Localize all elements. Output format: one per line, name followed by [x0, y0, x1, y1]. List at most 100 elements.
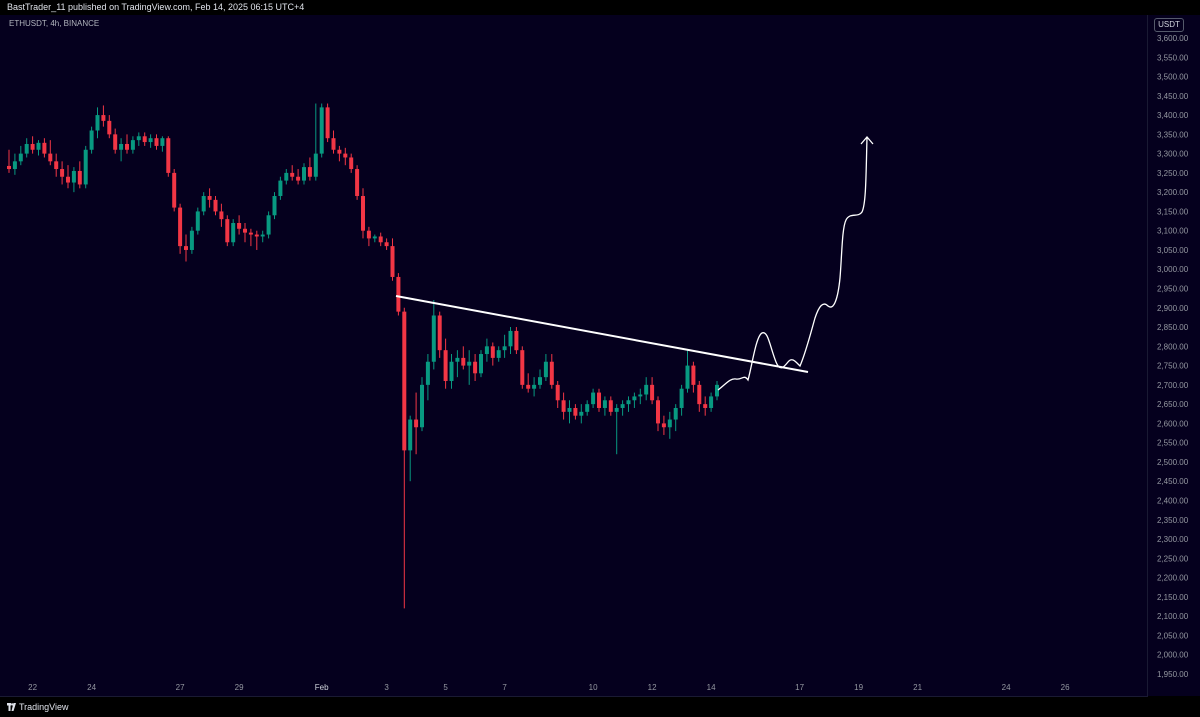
candle-up[interactable] — [71, 170, 76, 183]
candle-up[interactable] — [567, 407, 572, 412]
candle-up[interactable] — [431, 315, 436, 362]
candle-down[interactable] — [248, 232, 253, 235]
candle-down[interactable] — [443, 350, 448, 382]
chart-area[interactable] — [0, 15, 1200, 696]
candle-down[interactable] — [154, 138, 159, 146]
candle-up[interactable] — [189, 230, 194, 250]
candle-down[interactable] — [225, 219, 230, 243]
candle-down[interactable] — [66, 176, 70, 183]
candle-down[interactable] — [384, 242, 389, 247]
candle-up[interactable] — [538, 377, 542, 385]
candle-down[interactable] — [349, 157, 354, 170]
candle-down[interactable] — [54, 161, 59, 170]
candle-up[interactable] — [425, 361, 430, 385]
candle-down[interactable] — [490, 346, 495, 358]
candle-down[interactable] — [296, 176, 301, 181]
candle-up[interactable] — [95, 115, 100, 131]
candle-up[interactable] — [644, 384, 649, 395]
candle-down[interactable] — [60, 169, 65, 177]
candle-up[interactable] — [496, 350, 501, 358]
candle-down[interactable] — [461, 357, 466, 366]
candle-up[interactable] — [614, 407, 619, 412]
candle-up[interactable] — [24, 143, 29, 154]
candle-down[interactable] — [378, 236, 383, 243]
candle-up[interactable] — [36, 142, 41, 150]
candle-up[interactable] — [632, 396, 637, 401]
candle-down[interactable] — [337, 149, 342, 154]
candle-down[interactable] — [597, 392, 601, 408]
candle-down[interactable] — [549, 361, 554, 385]
candle-up[interactable] — [420, 384, 424, 428]
candle-down[interactable] — [142, 136, 147, 143]
candle-up[interactable] — [685, 365, 690, 389]
candle-up[interactable] — [231, 222, 236, 243]
candle-up[interactable] — [319, 107, 324, 154]
candle-up[interactable] — [502, 346, 507, 351]
candle-up[interactable] — [272, 196, 277, 216]
candle-down[interactable] — [7, 165, 11, 170]
candle-down[interactable] — [355, 169, 360, 197]
candle-down[interactable] — [101, 115, 106, 121]
candle-up[interactable] — [532, 384, 537, 389]
candle-up[interactable] — [484, 346, 489, 355]
candle-up[interactable] — [673, 407, 678, 420]
candle-up[interactable] — [278, 180, 283, 197]
candle-up[interactable] — [89, 130, 94, 150]
candle-down[interactable] — [697, 384, 702, 405]
candle-down[interactable] — [331, 138, 336, 150]
candle-up[interactable] — [266, 215, 271, 235]
candle-down[interactable] — [178, 207, 183, 247]
candle-down[interactable] — [650, 384, 655, 401]
candle-up[interactable] — [12, 161, 17, 170]
candle-down[interactable] — [691, 365, 696, 385]
candle-up[interactable] — [136, 136, 141, 141]
candle-down[interactable] — [307, 167, 312, 177]
candle-down[interactable] — [366, 230, 371, 239]
candle-up[interactable] — [479, 354, 483, 374]
candle-down[interactable] — [30, 143, 35, 150]
candle-up[interactable] — [667, 419, 672, 428]
candle-up[interactable] — [638, 394, 643, 397]
candle-down[interactable] — [526, 384, 531, 389]
candle-down[interactable] — [125, 143, 129, 150]
candle-down[interactable] — [213, 199, 218, 212]
candle-down[interactable] — [396, 276, 401, 312]
candle-up[interactable] — [543, 361, 548, 378]
candle-up[interactable] — [83, 149, 88, 185]
candle-up[interactable] — [467, 361, 472, 366]
candle-down[interactable] — [219, 211, 224, 220]
candle-down[interactable] — [237, 222, 242, 229]
candle-up[interactable] — [260, 234, 265, 237]
candle-up[interactable] — [591, 392, 596, 405]
candle-down[interactable] — [661, 423, 666, 428]
candle-up[interactable] — [119, 143, 124, 150]
candle-up[interactable] — [195, 211, 200, 231]
candle-up[interactable] — [160, 138, 165, 146]
candle-up[interactable] — [18, 153, 23, 162]
candle-down[interactable] — [207, 196, 212, 200]
candle-up[interactable] — [620, 404, 625, 408]
candle-down[interactable] — [402, 311, 407, 451]
candle-down[interactable] — [254, 234, 259, 237]
candle-up[interactable] — [408, 419, 413, 451]
candle-up[interactable] — [130, 140, 135, 150]
candle-down[interactable] — [390, 246, 395, 277]
candle-up[interactable] — [372, 236, 377, 239]
candle-down[interactable] — [608, 400, 613, 412]
candle-up[interactable] — [679, 388, 684, 408]
symbol-label[interactable]: ETHUSDT, 4h, BINANCE — [9, 19, 100, 28]
candle-down[interactable] — [361, 196, 365, 231]
candle-up[interactable] — [302, 167, 306, 181]
candle-down[interactable] — [172, 172, 177, 208]
candle-up[interactable] — [508, 330, 513, 347]
candle-down[interactable] — [184, 246, 188, 250]
candle-up[interactable] — [449, 361, 454, 382]
candle-up[interactable] — [148, 138, 153, 143]
candle-down[interactable] — [514, 330, 519, 351]
candle-down[interactable] — [414, 419, 419, 428]
currency-badge[interactable]: USDT — [1154, 18, 1184, 32]
candle-up[interactable] — [585, 404, 590, 412]
candle-down[interactable] — [473, 361, 478, 374]
candle-up[interactable] — [579, 411, 584, 416]
